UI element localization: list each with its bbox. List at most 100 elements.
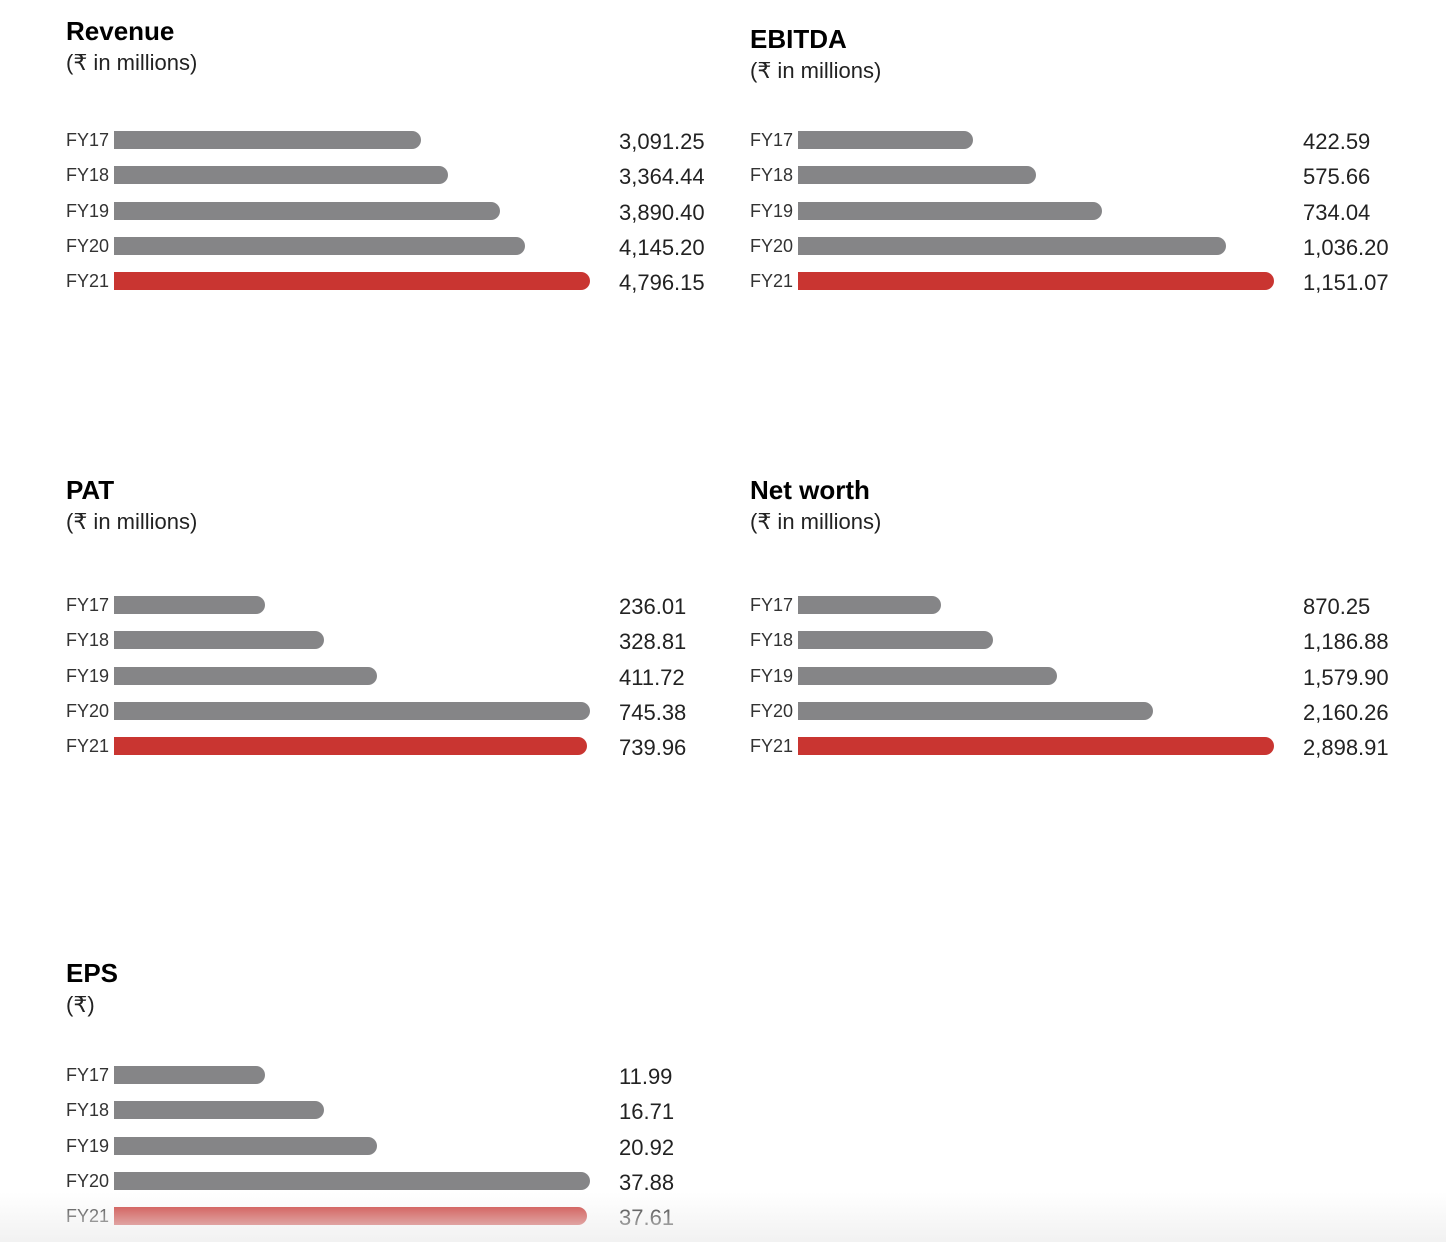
eps-row-fy19: FY19 20.92 (66, 1134, 726, 1171)
revenue-value-label: 3,364.44 (619, 164, 705, 190)
pat-row-fy20: FY20 745.38 (66, 700, 726, 736)
pat-row-fy18: FY18 328.81 (66, 630, 726, 665)
pat-bar-fy21 (114, 737, 587, 756)
eps-bar-fy21 (114, 1207, 587, 1226)
net-worth-value-label: 2,160.26 (1303, 699, 1389, 725)
eps-category-label: FY21 (66, 1206, 110, 1227)
pat-bar-fy20 (114, 701, 590, 720)
pat-bar-fy19 (114, 666, 377, 685)
revenue-category-label: FY21 (66, 271, 110, 292)
ebitda-row-fy21: FY21 1,151.07 (750, 271, 1410, 306)
net-worth-value-label: 1,579.90 (1303, 664, 1389, 690)
ebitda-row-fy19: FY19 734.04 (750, 199, 1410, 236)
eps-bar-fy19 (114, 1136, 377, 1155)
pat-category-label: FY19 (66, 665, 110, 686)
revenue-value-label: 3,890.40 (619, 199, 705, 225)
eps-value-label: 20.92 (619, 1134, 675, 1160)
eps-category-label: FY20 (66, 1170, 110, 1191)
ebitda-category-label: FY19 (750, 200, 794, 221)
pat-value-label: 236.01 (619, 594, 687, 619)
revenue-bar-fy20 (114, 236, 526, 255)
net-worth-row-fy21: FY21 2,898.91 (750, 736, 1410, 771)
pat-chart-subtitle: (₹ in millions) (66, 509, 198, 534)
ebitda-row-fy18: FY18 575.66 (750, 165, 1410, 200)
net-worth-category-label: FY19 (750, 665, 794, 686)
pat-category-label: FY20 (66, 700, 110, 721)
eps-bar-fy18 (114, 1101, 324, 1120)
eps-value-label: 37.88 (619, 1169, 675, 1195)
ebitda-chart-subtitle: (₹ in millions) (750, 58, 882, 83)
revenue-value-label: 4,796.15 (619, 270, 705, 296)
eps-chart-title: EPS (66, 958, 119, 988)
ebitda-value-label: 575.66 (1303, 164, 1371, 190)
ebitda-value-label: 1,036.20 (1303, 234, 1389, 260)
revenue-category-label: FY17 (66, 130, 110, 150)
ebitda-category-label: FY20 (750, 235, 794, 256)
revenue-row-fy17: FY17 3,091.25 (66, 130, 726, 165)
ebitda-bar-fy18 (798, 166, 1037, 185)
eps-value-label: 16.71 (619, 1099, 675, 1125)
ebitda-value-label: 734.04 (1303, 199, 1371, 225)
pat-value-label: 739.96 (619, 735, 687, 761)
eps-value-label: 37.61 (619, 1205, 675, 1231)
net-worth-value-label: 2,898.91 (1303, 735, 1389, 761)
ebitda-row-fy20: FY20 1,036.20 (750, 234, 1410, 271)
net-worth-value-label: 870.25 (1303, 594, 1371, 619)
net-worth-bar-fy21 (798, 737, 1274, 756)
net-worth-row-fy20: FY20 2,160.26 (750, 699, 1410, 736)
ebitda-chart-title: EBITDA (750, 24, 847, 54)
revenue-row-fy20: FY20 4,145.20 (66, 234, 726, 271)
eps-row-fy17: FY17 11.99 (66, 1065, 726, 1100)
pat-row-fy21: FY21 739.96 (66, 736, 726, 771)
net-worth-row-fy19: FY19 1,579.90 (750, 664, 1410, 701)
eps-bar-fy20 (114, 1171, 590, 1190)
net-worth-category-label: FY17 (750, 595, 794, 615)
net-worth-category-label: FY18 (750, 630, 794, 651)
ebitda-bar-fy20 (798, 236, 1227, 255)
pat-bar-fy18 (114, 631, 324, 650)
revenue-bar-fy18 (114, 166, 448, 185)
net-worth-category-label: FY20 (750, 700, 794, 721)
net-worth-category-label: FY21 (750, 736, 794, 757)
pat-bar-fy17 (114, 596, 265, 614)
ebitda-row-fy17: FY17 422.59 (750, 130, 1410, 165)
revenue-row-fy19: FY19 3,890.40 (66, 199, 726, 236)
net-worth-bar-fy18 (798, 631, 993, 650)
revenue-chart-title: Revenue (66, 16, 175, 46)
ebitda-value-label: 422.59 (1303, 129, 1371, 154)
eps-row-fy20: FY20 37.88 (66, 1169, 726, 1206)
pat-category-label: FY21 (66, 736, 110, 757)
ebitda-category-label: FY18 (750, 165, 794, 186)
revenue-category-label: FY20 (66, 235, 110, 256)
pat-category-label: FY18 (66, 630, 110, 651)
ebitda-category-label: FY17 (750, 130, 794, 150)
net-worth-row-fy17: FY17 870.25 (750, 595, 1410, 630)
revenue-value-label: 3,091.25 (619, 129, 705, 154)
pat-category-label: FY17 (66, 595, 110, 615)
revenue-value-label: 4,145.20 (619, 234, 705, 260)
revenue-chart-subtitle: (₹ in millions) (66, 50, 198, 75)
revenue-row-fy18: FY18 3,364.44 (66, 165, 726, 200)
ebitda-bar-fy19 (798, 201, 1102, 220)
eps-category-label: FY17 (66, 1065, 110, 1085)
net-worth-bar-fy19 (798, 666, 1058, 685)
net-worth-bar-fy17 (798, 596, 941, 614)
revenue-bar-fy19 (114, 201, 501, 220)
pat-chart-title: PAT (66, 475, 115, 505)
eps-category-label: FY19 (66, 1135, 110, 1156)
revenue-bar-fy21 (114, 272, 590, 291)
eps-chart-subtitle: (₹) (66, 992, 95, 1017)
eps-category-label: FY18 (66, 1100, 110, 1121)
net-worth-bar-fy20 (798, 701, 1153, 720)
net-worth-chart-title: Net worth (750, 475, 870, 505)
eps-row-fy21: FY21 37.61 (66, 1206, 726, 1241)
pat-value-label: 328.81 (619, 629, 687, 655)
revenue-category-label: FY18 (66, 165, 110, 186)
ebitda-category-label: FY21 (750, 271, 794, 292)
pat-row-fy19: FY19 411.72 (66, 665, 726, 701)
net-worth-chart-subtitle: (₹ in millions) (750, 509, 882, 534)
eps-bar-fy17 (114, 1066, 265, 1084)
net-worth-row-fy18: FY18 1,186.88 (750, 630, 1410, 665)
revenue-row-fy21: FY21 4,796.15 (66, 271, 726, 306)
net-worth-value-label: 1,186.88 (1303, 629, 1389, 655)
